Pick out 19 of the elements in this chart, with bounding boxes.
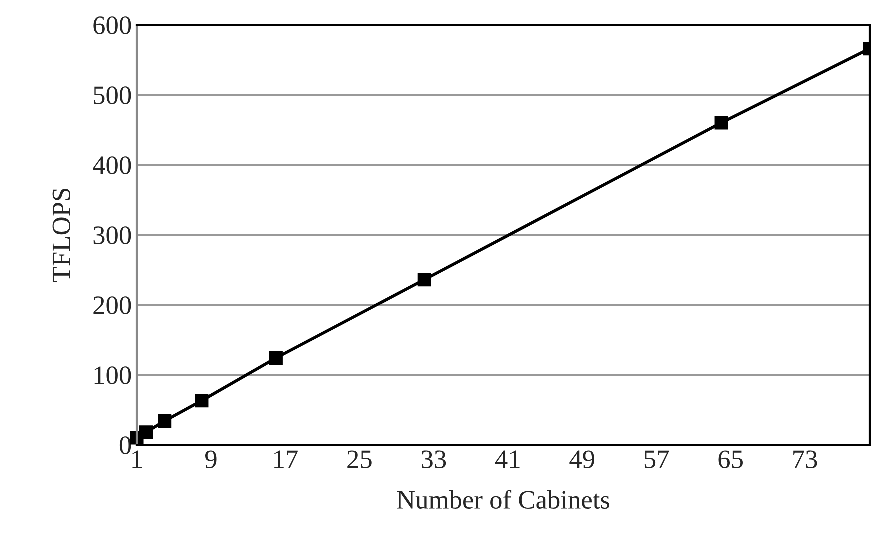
y-tick-label: 200: [94, 296, 132, 314]
y-axis-title: TFLOPS: [52, 188, 71, 282]
x-tick-label: 73: [794, 450, 818, 468]
x-tick-label: 57: [644, 450, 670, 468]
x-tick-label: 65: [718, 450, 743, 468]
y-tick-label: 600: [94, 16, 132, 34]
x-axis-title: Number of Cabinets: [397, 490, 610, 510]
y-tick-label: 0: [120, 436, 132, 454]
x-tick-label: 25: [348, 450, 372, 468]
x-tick-label: 17: [274, 450, 298, 468]
y-tick-label: 500: [94, 86, 132, 104]
y-tick-label: 100: [94, 366, 132, 384]
x-tick-label: 49: [570, 450, 594, 468]
y-tick-label: 400: [93, 156, 132, 174]
x-tick-label: 41: [495, 450, 520, 468]
x-tick-label: 1: [132, 450, 142, 468]
x-tick-label: 9: [205, 450, 217, 468]
y-tick-label: 300: [94, 226, 132, 244]
x-tick-label: 33: [422, 450, 446, 468]
